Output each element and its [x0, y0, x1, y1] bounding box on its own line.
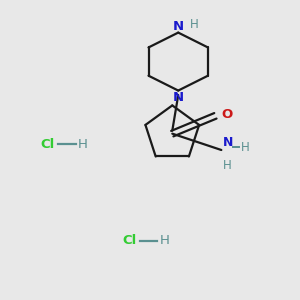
Text: H: H — [78, 138, 88, 151]
Text: H: H — [241, 141, 249, 154]
Text: H: H — [190, 18, 199, 31]
Text: N: N — [223, 136, 233, 148]
Text: H: H — [223, 159, 232, 172]
Text: Cl: Cl — [122, 234, 136, 247]
Text: Cl: Cl — [40, 138, 55, 151]
Text: N: N — [173, 91, 184, 103]
Text: N: N — [173, 20, 184, 33]
Text: O: O — [221, 108, 233, 122]
Text: H: H — [160, 234, 170, 247]
